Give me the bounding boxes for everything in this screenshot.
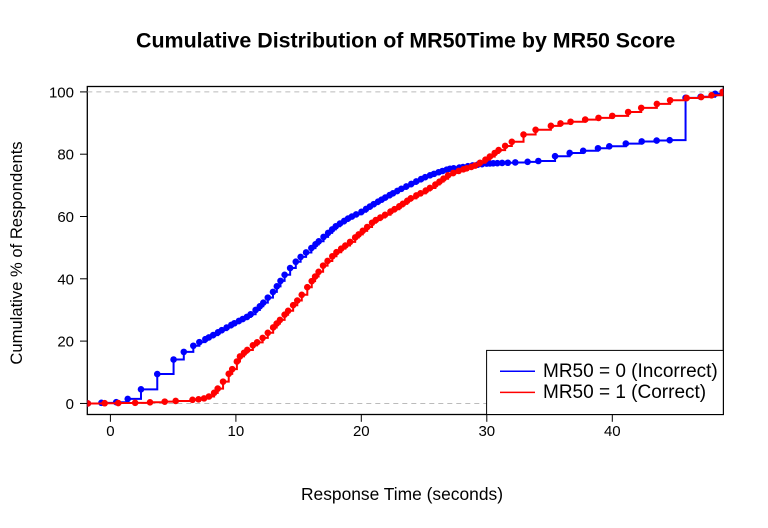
svg-text:0: 0 xyxy=(66,396,74,413)
svg-text:Cumulative % of Respondents: Cumulative % of Respondents xyxy=(7,141,26,364)
svg-text:MR50 = 1 (Correct): MR50 = 1 (Correct) xyxy=(543,382,706,403)
svg-text:20: 20 xyxy=(57,334,74,351)
svg-text:100: 100 xyxy=(49,84,74,101)
svg-text:40: 40 xyxy=(604,423,621,440)
svg-text:40: 40 xyxy=(57,271,74,288)
svg-text:60: 60 xyxy=(57,209,74,226)
svg-text:10: 10 xyxy=(228,423,245,440)
svg-text:30: 30 xyxy=(478,423,495,440)
svg-text:80: 80 xyxy=(57,147,74,164)
svg-text:20: 20 xyxy=(353,423,370,440)
svg-text:MR50 = 0 (Incorrect): MR50 = 0 (Incorrect) xyxy=(543,361,718,382)
svg-text:Cumulative Distribution of MR5: Cumulative Distribution of MR50Time by M… xyxy=(136,29,675,53)
svg-text:0: 0 xyxy=(106,423,114,440)
svg-text:Response Time (seconds): Response Time (seconds) xyxy=(301,484,503,504)
